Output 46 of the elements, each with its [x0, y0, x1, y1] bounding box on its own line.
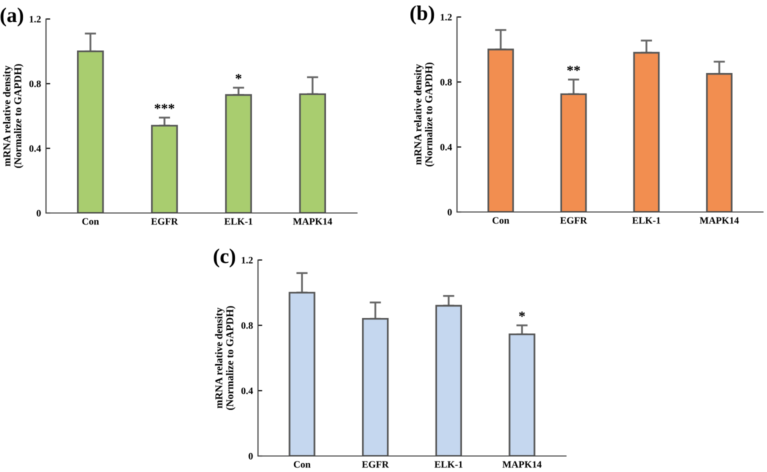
x-tick-label: EGFR	[560, 217, 588, 224]
x-tick-label: MAPK14	[502, 461, 542, 468]
bar	[487, 48, 514, 212]
bar	[299, 93, 326, 213]
bar	[560, 93, 587, 212]
y-tick-label: 1.2	[440, 14, 452, 21]
bar	[435, 304, 462, 456]
y-tick-label: 0.8	[29, 80, 41, 88]
x-tick-label: Con	[492, 217, 510, 224]
bar	[225, 94, 252, 213]
annotation: *	[519, 312, 525, 317]
bar	[633, 52, 660, 212]
chart-title: (a)	[0, 8, 24, 26]
x-tick-label: MAPK14	[700, 217, 739, 224]
annotation: *	[236, 74, 242, 80]
y-tick-label: 0.4	[440, 144, 452, 151]
y-tick-label: 1.2	[30, 16, 41, 23]
bar	[288, 292, 316, 456]
bar	[706, 73, 733, 212]
x-tick-label: MAPK14	[293, 218, 332, 225]
y-tick-label: 0.8	[241, 322, 253, 329]
y-tick-label: 0	[448, 208, 452, 216]
x-tick-label: ELK-1	[224, 218, 252, 225]
x-tick-label: EGFR	[362, 461, 389, 468]
y-axis-title: mRNA relative density (Normalize to GAPDH)	[3, 64, 24, 168]
y-tick-label: 0	[36, 210, 41, 216]
annotation: ***	[154, 104, 174, 110]
y-axis-title: mRNA relative density (Normalize to GAPDH)	[414, 62, 434, 166]
x-tick-label: Con	[294, 461, 310, 468]
chart-title: (b)	[410, 6, 434, 24]
bar	[362, 318, 389, 456]
y-tick-label: 0.4	[29, 145, 41, 152]
x-tick-label: Con	[82, 218, 99, 225]
y-tick-label: 0.4	[241, 388, 253, 394]
annotation: **	[567, 66, 580, 72]
bar	[508, 333, 536, 456]
bar	[77, 50, 104, 213]
chart-title: (c)	[214, 248, 236, 268]
y-tick-label: 0	[248, 452, 253, 460]
y-tick-label: 1.2	[242, 256, 253, 264]
y-tick-label: 0.8	[440, 78, 452, 86]
y-axis-title: mRNA relative density (Normalize to GAPDH)	[215, 306, 236, 410]
x-tick-label: ELK-1	[434, 461, 462, 468]
x-tick-label: EGFR	[151, 218, 178, 225]
x-tick-label: ELK-1	[632, 217, 660, 224]
bar	[151, 124, 178, 213]
